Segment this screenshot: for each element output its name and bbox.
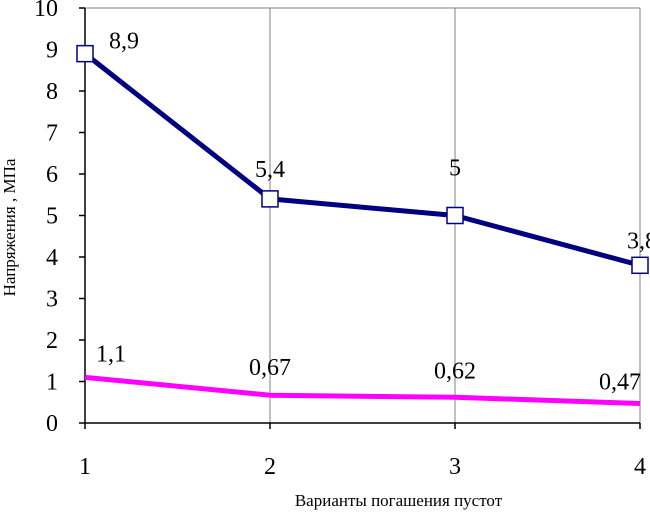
y-tick-label: 1 <box>46 370 58 396</box>
data-point-marker <box>631 256 649 275</box>
x-tick-label: 2 <box>264 454 276 480</box>
data-labels: 8,9 5,4 5 3,8 1,1 0,67 0,62 0,47 <box>96 29 650 396</box>
data-label: 3,8 <box>627 228 650 254</box>
series-markers <box>76 44 649 275</box>
series-line-2 <box>84 374 641 406</box>
data-label: 1,1 <box>96 341 126 367</box>
grid-lines <box>84 7 641 423</box>
axes <box>79 7 641 429</box>
series-line-1 <box>83 51 641 268</box>
x-tick-label: 4 <box>634 454 646 480</box>
y-tick-label: 4 <box>46 245 58 271</box>
y-tick-label: 0 <box>46 411 58 437</box>
data-label: 5 <box>449 156 461 182</box>
y-tick-label: 9 <box>46 38 58 64</box>
x-tick-labels: 1 2 3 4 <box>79 454 646 480</box>
y-tick-label: 3 <box>46 287 58 313</box>
y-tick-label: 6 <box>46 162 58 188</box>
y-tick-labels: 0 1 2 3 4 5 6 7 8 9 10 <box>34 0 58 437</box>
data-label: 8,9 <box>109 29 139 55</box>
data-point-marker <box>261 190 279 208</box>
data-point-marker <box>446 206 464 225</box>
y-tick-label: 2 <box>46 328 58 354</box>
x-axis-title: Варианты погашения пустот <box>295 491 503 510</box>
x-tick-label: 3 <box>449 454 461 480</box>
y-axis-title: Напряжения , МПа <box>0 158 19 296</box>
y-tick-label: 7 <box>46 121 58 147</box>
y-tick-label: 10 <box>34 0 58 22</box>
data-label: 0,47 <box>599 369 641 395</box>
data-point-marker <box>76 44 94 63</box>
data-label: 0,67 <box>249 355 291 381</box>
data-label: 5,4 <box>255 157 285 183</box>
y-tick-label: 5 <box>46 204 58 230</box>
series-lines <box>83 51 641 406</box>
x-tick-label: 1 <box>79 454 91 480</box>
data-label: 0,62 <box>434 358 476 384</box>
y-tick-label: 8 <box>46 79 58 105</box>
